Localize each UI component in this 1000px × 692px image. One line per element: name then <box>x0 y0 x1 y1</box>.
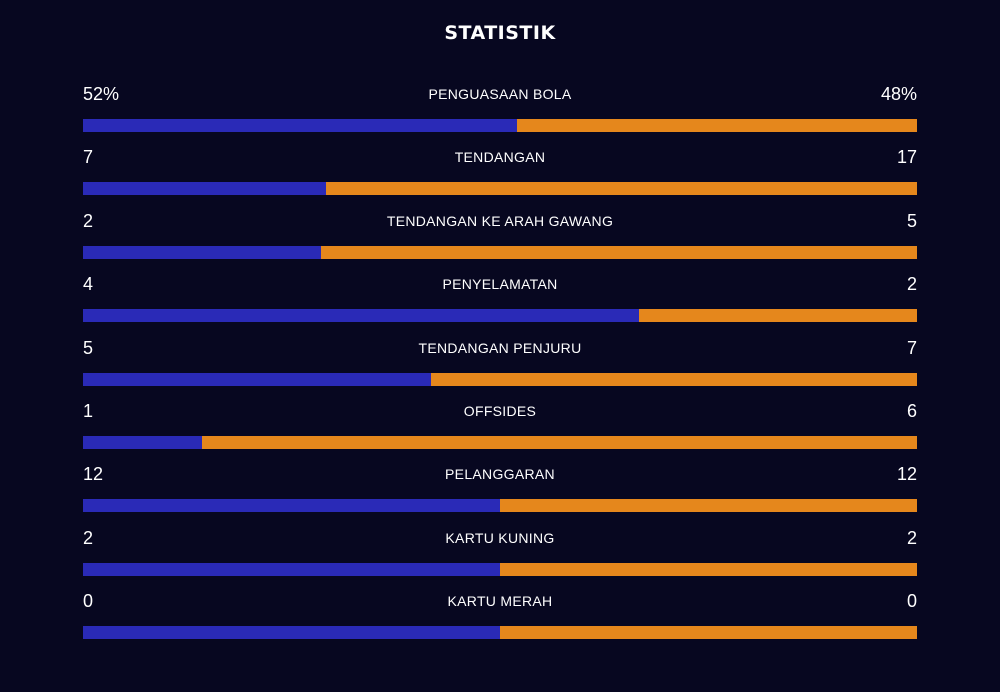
comparison-bar <box>83 626 917 640</box>
away-value: 5 <box>906 210 917 231</box>
stat-row: 7 TENDANGAN 17 <box>83 142 917 205</box>
home-value: 0 <box>83 591 94 612</box>
comparison-bar <box>83 499 917 513</box>
away-bar-fill <box>326 182 917 196</box>
stats-list: 52% PENGUASAAN BOLA 48% 7 TENDANGAN 17 2… <box>83 79 917 650</box>
away-value: 2 <box>906 274 917 295</box>
home-value: 12 <box>83 464 104 485</box>
stat-label: KARTU MERAH <box>447 593 553 610</box>
stat-row: 4 PENYELAMATAN 2 <box>83 269 917 332</box>
stat-label: PELANGGARAN <box>445 466 555 483</box>
away-value: 7 <box>906 337 917 358</box>
home-value: 1 <box>83 400 94 421</box>
page-title: STATISTIK <box>444 22 556 44</box>
away-bar-fill <box>500 562 917 576</box>
away-bar-fill <box>430 372 917 386</box>
away-bar-fill <box>516 119 917 132</box>
away-bar-fill <box>639 309 917 323</box>
home-value: 52% <box>83 84 120 104</box>
stat-label: PENYELAMATAN <box>442 276 558 293</box>
stat-row: 0 KARTU MERAH 0 <box>83 586 917 649</box>
stat-row: 12 PELANGGARAN 12 <box>83 459 917 522</box>
home-bar-fill <box>83 562 500 576</box>
home-value: 5 <box>83 337 94 358</box>
comparison-bar <box>83 562 917 576</box>
home-value: 2 <box>83 210 94 231</box>
away-bar-fill <box>202 435 917 449</box>
stat-row: 2 TENDANGAN KE ARAH GAWANG 5 <box>83 206 917 269</box>
home-value: 2 <box>83 527 94 548</box>
comparison-bar <box>83 245 917 259</box>
stat-row: 2 KARTU KUNING 2 <box>83 523 917 586</box>
away-bar-fill <box>321 245 917 259</box>
away-value: 48% <box>880 84 917 104</box>
home-bar-fill <box>83 119 517 132</box>
stat-label: TENDANGAN KE ARAH GAWANG <box>386 212 614 229</box>
stat-row: 1 OFFSIDES 6 <box>83 396 917 459</box>
comparison-bar <box>83 182 917 196</box>
away-value: 6 <box>906 400 917 421</box>
stat-label: TENDANGAN PENJURU <box>418 339 582 356</box>
stat-label: OFFSIDES <box>463 402 537 419</box>
home-bar-fill <box>83 309 640 323</box>
stat-label: TENDANGAN <box>454 149 546 166</box>
comparison-bar <box>83 309 917 323</box>
stat-label: PENGUASAAN BOLA <box>428 86 572 102</box>
away-value: 2 <box>906 527 917 548</box>
away-bar-fill <box>500 499 917 513</box>
comparison-bar <box>83 119 917 132</box>
home-bar-fill <box>83 435 203 449</box>
comparison-bar <box>83 372 917 386</box>
home-value: 4 <box>83 274 94 295</box>
stat-row: 52% PENGUASAAN BOLA 48% <box>83 79 917 142</box>
home-value: 7 <box>83 147 94 168</box>
stat-row: 5 TENDANGAN PENJURU 7 <box>83 333 917 396</box>
home-bar-fill <box>83 626 500 640</box>
away-bar-fill <box>500 626 917 640</box>
home-bar-fill <box>83 499 500 513</box>
stat-label: KARTU KUNING <box>445 529 555 546</box>
home-bar-fill <box>83 245 322 259</box>
away-value: 0 <box>906 591 917 612</box>
away-value: 12 <box>896 464 917 485</box>
home-bar-fill <box>83 182 327 196</box>
away-value: 17 <box>896 147 917 168</box>
home-bar-fill <box>83 372 431 386</box>
comparison-bar <box>83 435 917 449</box>
